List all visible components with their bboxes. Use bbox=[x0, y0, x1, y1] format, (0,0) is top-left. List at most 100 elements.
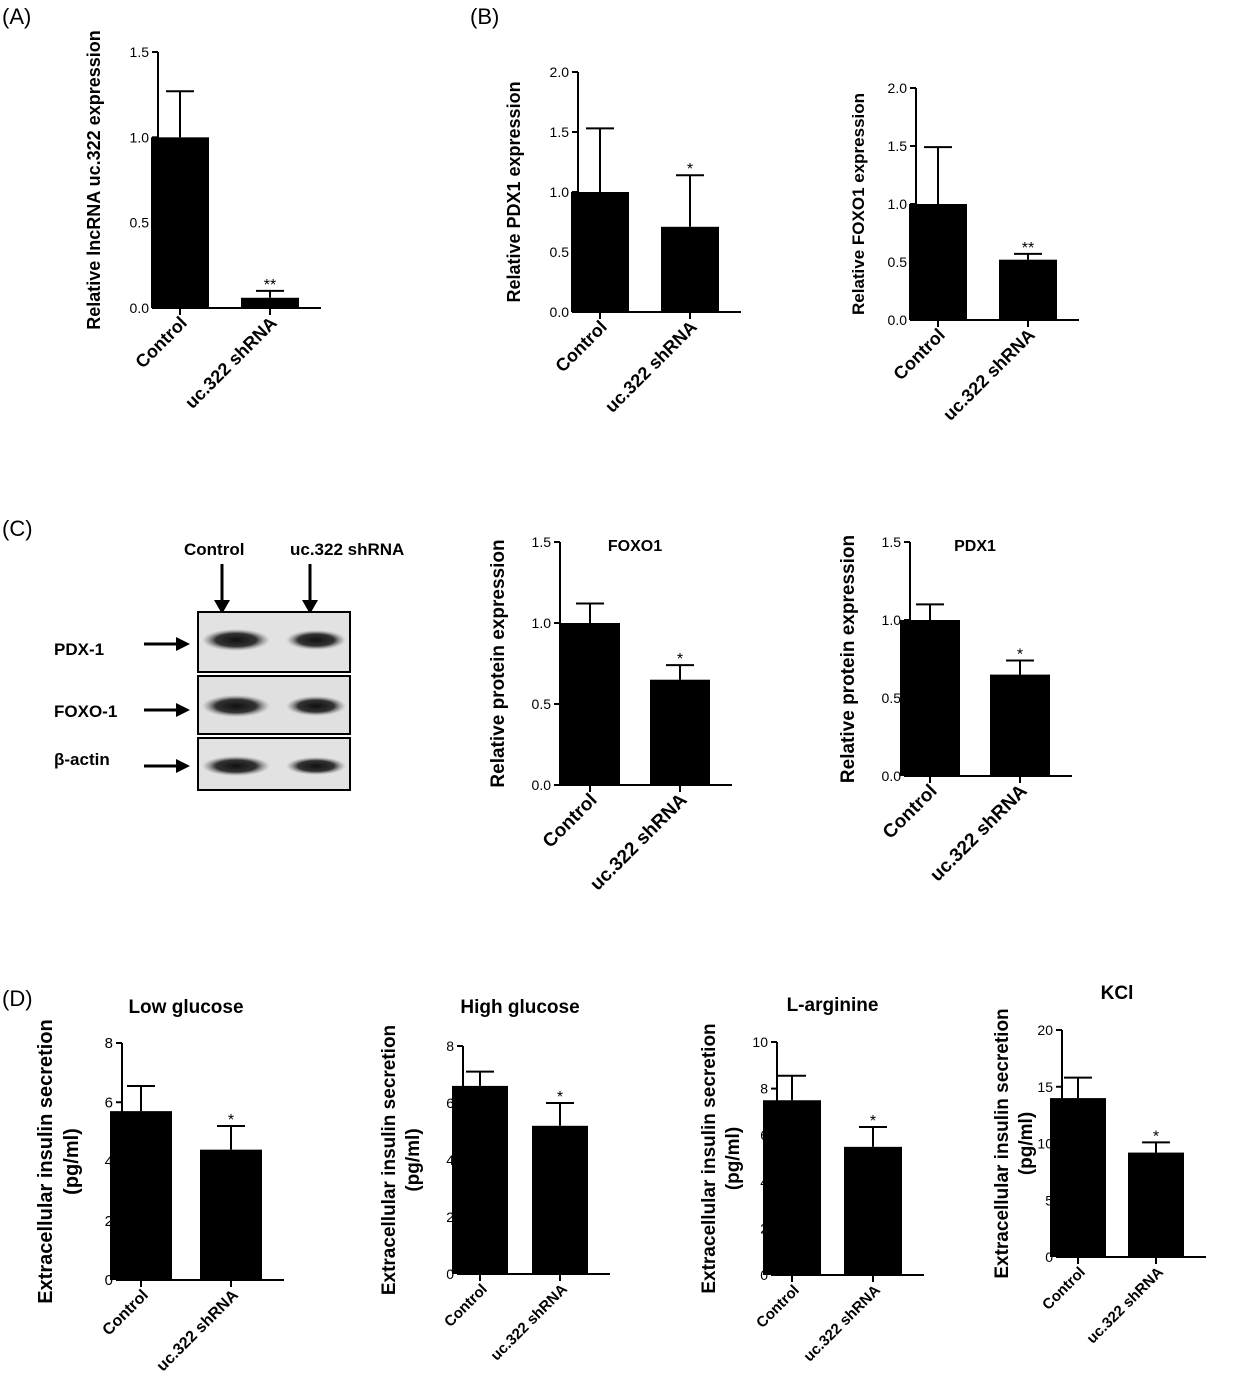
y-tick-label: 1.0 bbox=[550, 184, 570, 200]
significance-label: * bbox=[557, 1089, 563, 1106]
x-category-label: uc.322 shRNA bbox=[800, 1282, 883, 1365]
bar bbox=[990, 674, 1050, 776]
y-tick-label: 1.5 bbox=[888, 138, 908, 154]
y-tick-label: 10 bbox=[1037, 1136, 1053, 1152]
y-tick-label: 0.0 bbox=[888, 312, 908, 328]
y-tick-label: 0 bbox=[105, 1272, 113, 1289]
y-axis-label-unit: (pg/ml) bbox=[403, 1128, 424, 1191]
x-category-label: Control bbox=[100, 1287, 152, 1339]
x-category-label: uc.322 shRNA bbox=[601, 317, 701, 417]
bar bbox=[151, 137, 209, 308]
y-axis-label: Relative FOXO1 expression bbox=[849, 93, 868, 315]
chart-title: PDX1 bbox=[954, 538, 996, 555]
bar bbox=[200, 1149, 262, 1280]
y-tick-label: 0.5 bbox=[888, 254, 908, 270]
y-axis-label: Relative protein expression bbox=[488, 539, 509, 787]
y-tick-label: 2 bbox=[105, 1213, 113, 1230]
chart-b-foxo1: 0.0 0.5 1.0 1.5 2.0 Control ** uc.322 shRNA Rela… bbox=[849, 80, 1079, 425]
y-tick-label: 0.0 bbox=[130, 300, 150, 316]
chart-title: KCl bbox=[1101, 983, 1134, 1004]
significance-label: ** bbox=[264, 277, 276, 294]
blot-band bbox=[286, 757, 346, 775]
significance-label: * bbox=[870, 1113, 876, 1130]
x-category-label: uc.322 shRNA bbox=[487, 1281, 570, 1364]
y-tick-label: 1.5 bbox=[532, 534, 552, 550]
bar bbox=[532, 1125, 588, 1274]
western-blot: Control uc.322 shRNA PDX-1 FOXO-1 β-acti… bbox=[0, 520, 420, 800]
blot-band bbox=[202, 695, 270, 717]
blot-band bbox=[202, 629, 270, 651]
x-category-label: uc.322 shRNA bbox=[926, 780, 1031, 885]
y-axis-label-unit: (pg/ml) bbox=[1016, 1112, 1037, 1175]
blot-row-label-actin: β-actin bbox=[54, 750, 110, 769]
x-category-label: Control bbox=[539, 790, 602, 853]
chart-d-kcl: 0 5 10 15 20 Control * uc.322 shRNA Extracellula… bbox=[992, 983, 1206, 1347]
y-tick-label: 20 bbox=[1037, 1022, 1053, 1038]
bar bbox=[560, 623, 620, 785]
arrow-right-icon bbox=[144, 703, 190, 717]
blot-band bbox=[286, 696, 346, 716]
y-tick-label: 0.5 bbox=[882, 690, 902, 706]
significance-label: ** bbox=[1022, 240, 1034, 257]
significance-label: * bbox=[687, 161, 693, 178]
arrow-down-icon bbox=[214, 564, 230, 614]
chart-c-foxo1-protein: 0.0 0.5 1.0 1.5 Control * uc.322 shRNA Relative… bbox=[488, 534, 732, 895]
bar bbox=[571, 192, 629, 312]
y-tick-label: 0.0 bbox=[882, 768, 902, 784]
chart-title: Low glucose bbox=[128, 997, 243, 1018]
x-category-label: Control bbox=[1039, 1264, 1089, 1314]
blot-band bbox=[286, 630, 346, 650]
x-category-label: Control bbox=[753, 1282, 803, 1332]
y-tick-label: 5 bbox=[1045, 1192, 1053, 1208]
y-tick-label: 4 bbox=[446, 1152, 454, 1168]
x-category-label: uc.322 shRNA bbox=[181, 313, 281, 413]
y-tick-label: 1.0 bbox=[888, 196, 908, 212]
y-tick-label: 8 bbox=[446, 1038, 454, 1054]
chart-c-pdx1-protein: 0.0 0.5 1.0 1.5 Control * uc.322 shRNA Relative… bbox=[838, 534, 1072, 886]
chart-d-low-glucose: 0 2 4 6 8 Control * uc.322 shRNA Extracellular i… bbox=[35, 997, 284, 1375]
x-category-label: Control bbox=[551, 317, 610, 376]
y-tick-label: 6 bbox=[446, 1095, 454, 1111]
y-tick-label: 2.0 bbox=[550, 64, 570, 80]
panel-label-d: (D) bbox=[2, 986, 33, 1011]
chart-d-l-arginine: 0246810Control*uc.322 shRNAExtracellular… bbox=[699, 995, 924, 1365]
bar bbox=[110, 1111, 172, 1280]
y-tick-label: 0.5 bbox=[550, 244, 570, 260]
y-tick-label: 0.5 bbox=[130, 215, 150, 231]
bar bbox=[999, 259, 1057, 320]
chart-title: L-arginine bbox=[787, 995, 879, 1016]
y-axis-label: Extracellular insulin secretion bbox=[992, 1008, 1013, 1278]
blot-image bbox=[144, 564, 351, 791]
y-tick-label: 0.0 bbox=[532, 777, 552, 793]
blot-lane-label-shrna: uc.322 shRNA bbox=[290, 540, 405, 559]
y-axis-label: Relative PDX1 expression bbox=[504, 81, 524, 302]
y-tick-label: 0 bbox=[1045, 1249, 1053, 1265]
y-tick-label: 4 bbox=[105, 1154, 113, 1171]
bar bbox=[763, 1100, 821, 1275]
arrow-right-icon bbox=[144, 637, 190, 651]
significance-label: * bbox=[677, 651, 683, 668]
bar bbox=[650, 679, 710, 785]
chart-b-pdx1: 0.0 0.5 1.0 1.5 2.0 Control * uc.322 shRNA Relat… bbox=[504, 64, 741, 417]
x-category-label: Control bbox=[441, 1281, 491, 1331]
y-tick-label: 1.5 bbox=[882, 534, 902, 550]
y-axis-label-unit: (pg/ml) bbox=[723, 1127, 744, 1190]
x-category-label: Control bbox=[889, 325, 948, 384]
x-category-label: uc.322 shRNA bbox=[939, 325, 1039, 425]
y-axis-label: Relative lncRNA uc.322 expression bbox=[84, 30, 104, 329]
y-tick-label: 8 bbox=[760, 1081, 768, 1097]
y-axis-label-unit: (pg/ml) bbox=[61, 1128, 83, 1195]
y-tick-label: 8 bbox=[105, 1035, 113, 1052]
x-category-label: uc.322 shRNA bbox=[586, 789, 691, 894]
y-tick-label: 0 bbox=[446, 1266, 454, 1282]
panel-label-b: (B) bbox=[470, 4, 500, 29]
y-tick-label: 6 bbox=[105, 1094, 113, 1111]
blot-row-label-pdx1: PDX-1 bbox=[54, 640, 105, 659]
y-axis-label: Extracellular insulin secretion bbox=[35, 1019, 57, 1304]
bar bbox=[241, 297, 299, 308]
y-tick-label: 0.0 bbox=[550, 304, 570, 320]
chart-title: High glucose bbox=[460, 997, 579, 1018]
x-category-label: Control bbox=[131, 313, 190, 372]
chart-title: FOXO1 bbox=[608, 538, 662, 555]
y-tick-label: 1.5 bbox=[130, 44, 150, 60]
